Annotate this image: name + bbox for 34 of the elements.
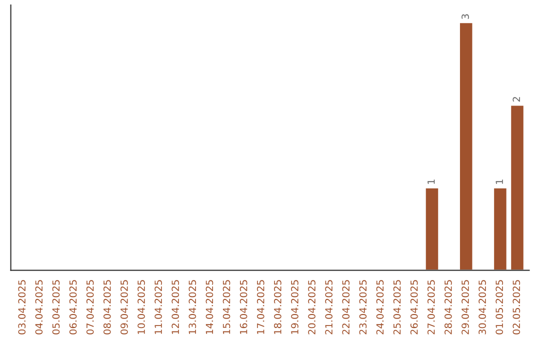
x-tick-label: 03.04.2025 bbox=[18, 280, 26, 334]
x-tick-label: 14.04.2025 bbox=[206, 280, 214, 334]
x-tick-label: 06.04.2025 bbox=[69, 280, 77, 334]
x-tick-label: 12.04.2025 bbox=[172, 280, 180, 334]
data-label: 2 bbox=[512, 97, 520, 102]
x-tick-label: 15.04.2025 bbox=[222, 280, 230, 334]
x-tick-label: 13.04.2025 bbox=[188, 280, 196, 334]
x-tick-label: 22.04.2025 bbox=[342, 280, 350, 334]
x-tick-label: 29.04.2025 bbox=[462, 280, 469, 334]
x-tick-label: 10.04.2025 bbox=[138, 280, 145, 334]
x-tick-label: 23.04.2025 bbox=[359, 280, 367, 334]
x-tick-label: 18.04.2025 bbox=[274, 280, 282, 334]
x-tick-label: 04.04.2025 bbox=[35, 280, 43, 334]
x-tick-label: 01.05.2025 bbox=[496, 280, 504, 334]
x-tick-label: 02.05.2025 bbox=[512, 280, 520, 334]
x-tick-label: 11.04.2025 bbox=[154, 280, 162, 334]
data-label: 3 bbox=[462, 14, 469, 19]
x-tick-label: 07.04.2025 bbox=[86, 280, 94, 334]
x-tick-label: 17.04.2025 bbox=[256, 280, 264, 334]
data-label: 1 bbox=[496, 180, 503, 184]
x-tick-label: 20.04.2025 bbox=[308, 280, 316, 334]
x-tick-label: 27.04.2025 bbox=[427, 280, 435, 334]
x-tick-label: 05.04.2025 bbox=[52, 280, 60, 334]
x-tick-label: 16.04.2025 bbox=[240, 280, 248, 334]
x-tick-label: 08.04.2025 bbox=[103, 280, 111, 334]
x-tick-label: 30.04.2025 bbox=[478, 280, 486, 334]
x-tick-label: 25.04.2025 bbox=[393, 280, 401, 334]
x-tick-label: 26.04.2025 bbox=[410, 280, 418, 334]
x-tick-label: 24.04.2025 bbox=[376, 280, 384, 334]
x-tick-label: 21.04.2025 bbox=[325, 280, 333, 334]
x-tick-label: 19.04.2025 bbox=[291, 280, 298, 334]
x-tick-label: 09.04.2025 bbox=[120, 280, 128, 334]
x-tick-label: 28.04.2025 bbox=[444, 280, 452, 334]
data-label: 1 bbox=[428, 180, 435, 184]
